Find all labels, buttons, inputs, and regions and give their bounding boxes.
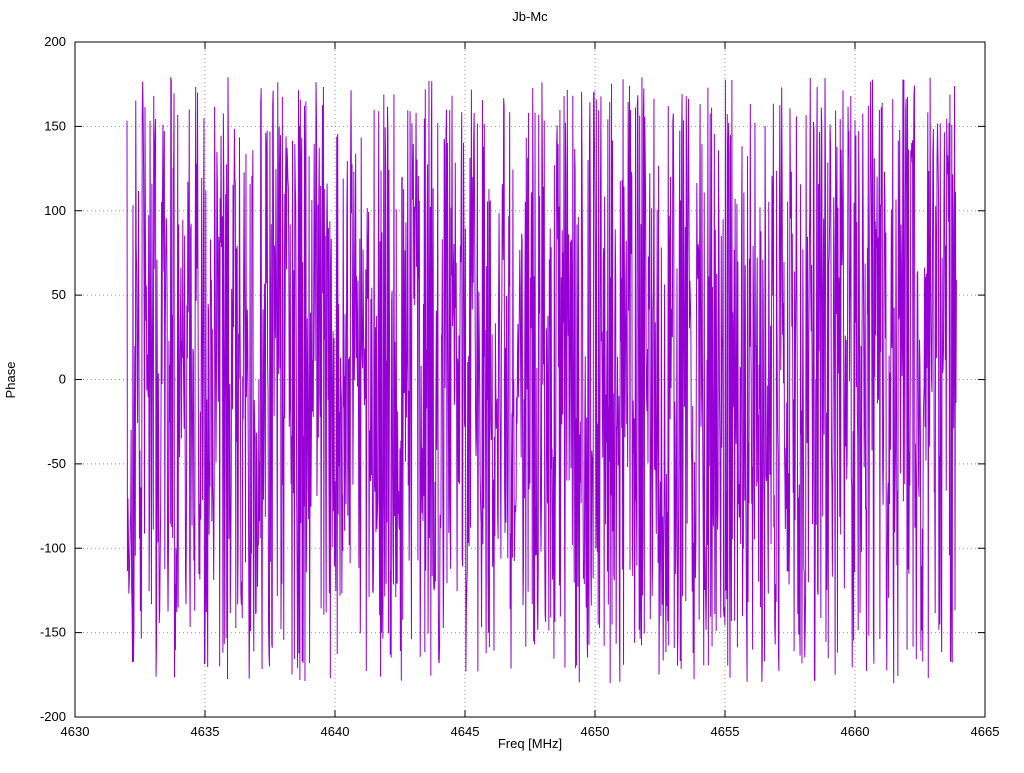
y-tick-label: 100 (44, 203, 66, 218)
chart-title: Jb-Mc (512, 9, 548, 24)
x-tick-label: 4630 (61, 724, 90, 739)
x-tick-label: 4655 (711, 724, 740, 739)
y-tick-label: 0 (59, 372, 66, 387)
y-tick-label: -150 (40, 625, 66, 640)
y-tick-label: 200 (44, 34, 66, 49)
y-axis-label: Phase (3, 362, 18, 399)
y-tick-label: 50 (52, 287, 66, 302)
x-axis-label: Freq [MHz] (498, 736, 562, 751)
x-tick-label: 4640 (321, 724, 350, 739)
y-tick-label: -100 (40, 540, 66, 555)
x-tick-label: 4645 (451, 724, 480, 739)
y-tick-label: -200 (40, 709, 66, 724)
tick-labels: 4630 4635 4640 4645 4650 4655 4660 4665 -200 -150… (40, 34, 999, 739)
y-tick-label: 150 (44, 118, 66, 133)
x-tick-label: 4635 (191, 724, 220, 739)
phase-trace (126, 77, 957, 684)
y-tick-label: -50 (47, 456, 66, 471)
x-tick-label: 4660 (841, 724, 870, 739)
x-tick-label: 4650 (581, 724, 610, 739)
series-line (126, 77, 957, 684)
axis-ticks (74, 41, 986, 718)
x-tick-label: 4665 (971, 724, 1000, 739)
